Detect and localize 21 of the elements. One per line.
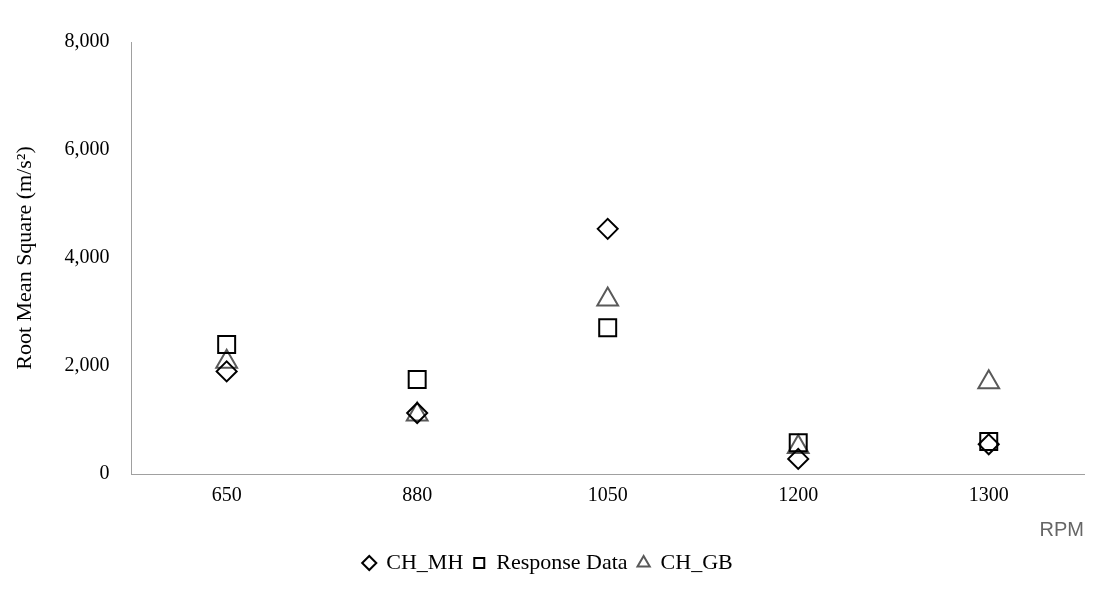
x-tick-label: 1200 [778,483,819,506]
y-tick-label: 8,000 [64,29,110,52]
legend-label: CH_MH [386,548,464,574]
point [598,318,618,338]
x-tick-label: 650 [211,483,242,506]
x-tick-label: 1300 [968,483,1009,506]
y-tick-label: 4,000 [64,245,110,268]
x-tick-label: 1050 [587,483,628,506]
y-tick-label: 2,000 [64,353,110,376]
point [217,334,237,354]
x-axis-title: RPM [1039,517,1084,540]
legend-label: CH_GB [660,548,733,574]
y-axis-title: Root Mean Square (m/s²) [10,146,36,370]
x-tick-label: 880 [402,483,433,506]
point [407,370,427,389]
y-tick-label: 0 [99,461,110,484]
legend-label: Response Data [496,548,628,574]
point [215,360,238,383]
y-tick-label: 6,000 [64,137,110,160]
point [596,217,619,240]
point [787,447,810,470]
